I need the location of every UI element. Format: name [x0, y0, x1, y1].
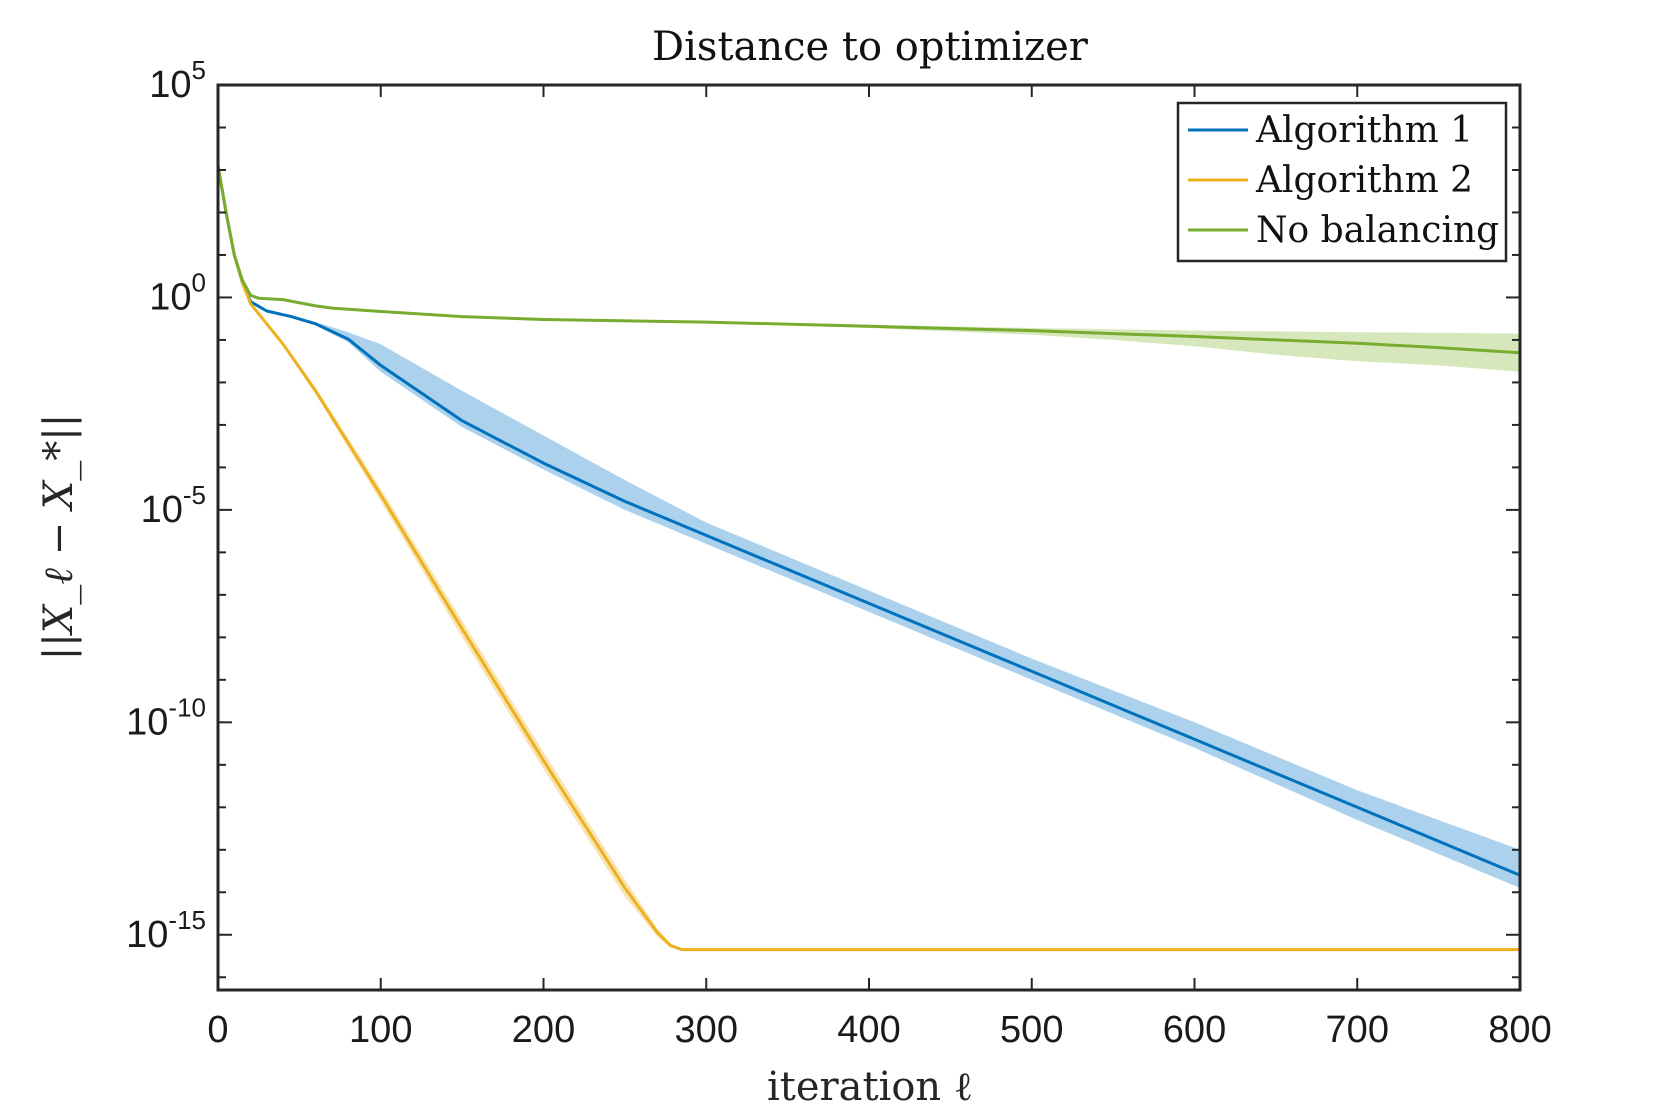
- y-tick-label: 10-15: [126, 905, 206, 956]
- legend-box: [1176, 101, 1508, 263]
- x-tick-label: 100: [349, 1009, 412, 1051]
- y-tick-label: 105: [149, 55, 206, 106]
- x-tick-label: 600: [1163, 1009, 1226, 1051]
- x-tick-label: 500: [1000, 1009, 1063, 1051]
- line-algorithm-2: [216, 165, 1520, 952]
- x-tick-label: 400: [837, 1009, 900, 1051]
- band-algorithm-2: [218, 165, 1520, 951]
- x-tick-label: 0: [207, 1009, 228, 1051]
- y-tick-labels: 105 100 10-5 10-10 10-15: [126, 55, 206, 956]
- x-tick-label: 700: [1326, 1009, 1389, 1051]
- x-tick-label: 200: [512, 1009, 575, 1051]
- x-tick-label: 300: [675, 1009, 738, 1051]
- legend-label-no-balancing: No balancing: [1256, 210, 1499, 251]
- line-no-balancing: [216, 165, 1521, 355]
- axis-ticks: [217, 84, 1521, 990]
- series-lines: [216, 165, 1521, 952]
- band-algorithm-1: [218, 165, 1520, 888]
- y-tick-label: 100: [149, 267, 206, 318]
- legend-label-algorithm-2: Algorithm 2: [1255, 160, 1473, 201]
- y-tick-label: 10-10: [126, 692, 206, 743]
- x-tick-label: 800: [1488, 1009, 1551, 1051]
- x-tick-labels: 0 100 200 300 400 500 600 700 800: [207, 1009, 1551, 1051]
- x-axis-label: iteration ℓ: [767, 1064, 973, 1107]
- y-axis-label: ||X_ℓ − X_*||: [36, 414, 82, 660]
- y-tick-label: 10-5: [141, 480, 206, 531]
- legend-label-algorithm-1: Algorithm 1: [1255, 110, 1473, 151]
- legend: Algorithm 1 Algorithm 2 No balancing: [1176, 101, 1508, 263]
- chart-title: Distance to optimizer: [652, 24, 1089, 70]
